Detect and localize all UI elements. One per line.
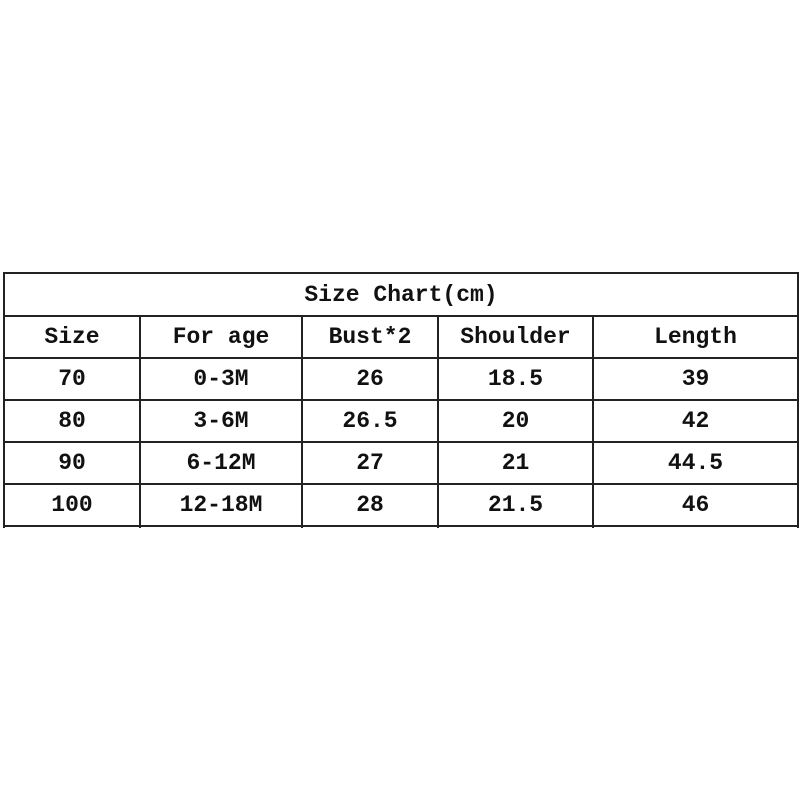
cell-bust: 27 xyxy=(301,441,439,485)
cell-length: 39 xyxy=(592,357,799,401)
cell-size: 100 xyxy=(3,483,141,527)
border-tail xyxy=(797,523,799,528)
cell-for-age: 0-3M xyxy=(139,357,303,401)
cell-size: 70 xyxy=(3,357,141,401)
border-tail xyxy=(437,523,439,528)
cell-shoulder: 20 xyxy=(437,399,594,443)
border-tail xyxy=(139,523,141,528)
table-row: 70 0-3M 26 18.5 39 xyxy=(3,357,799,401)
table-row: 100 12-18M 28 21.5 46 xyxy=(3,483,799,527)
header-shoulder: Shoulder xyxy=(437,315,594,359)
header-size: Size xyxy=(3,315,141,359)
cell-shoulder: 18.5 xyxy=(437,357,594,401)
border-tail xyxy=(3,523,5,528)
header-for-age: For age xyxy=(139,315,303,359)
cell-for-age: 6-12M xyxy=(139,441,303,485)
cell-length: 44.5 xyxy=(592,441,799,485)
table-row: 80 3-6M 26.5 20 42 xyxy=(3,399,799,443)
cell-shoulder: 21.5 xyxy=(437,483,594,527)
cell-shoulder: 21 xyxy=(437,441,594,485)
cell-for-age: 3-6M xyxy=(139,399,303,443)
cell-bust: 28 xyxy=(301,483,439,527)
size-chart-table: Size Chart(cm) Size For age Bust*2 Shoul… xyxy=(3,272,799,527)
cell-length: 46 xyxy=(592,483,799,527)
table-row: 90 6-12M 27 21 44.5 xyxy=(3,441,799,485)
cell-for-age: 12-18M xyxy=(139,483,303,527)
header-length: Length xyxy=(592,315,799,359)
header-bust: Bust*2 xyxy=(301,315,439,359)
title-row: Size Chart(cm) xyxy=(3,272,799,317)
table-title: Size Chart(cm) xyxy=(3,272,799,317)
cell-bust: 26.5 xyxy=(301,399,439,443)
border-tail xyxy=(301,523,303,528)
header-row: Size For age Bust*2 Shoulder Length xyxy=(3,315,799,359)
cell-size: 80 xyxy=(3,399,141,443)
cell-length: 42 xyxy=(592,399,799,443)
cell-bust: 26 xyxy=(301,357,439,401)
cell-size: 90 xyxy=(3,441,141,485)
border-tail xyxy=(592,523,594,528)
